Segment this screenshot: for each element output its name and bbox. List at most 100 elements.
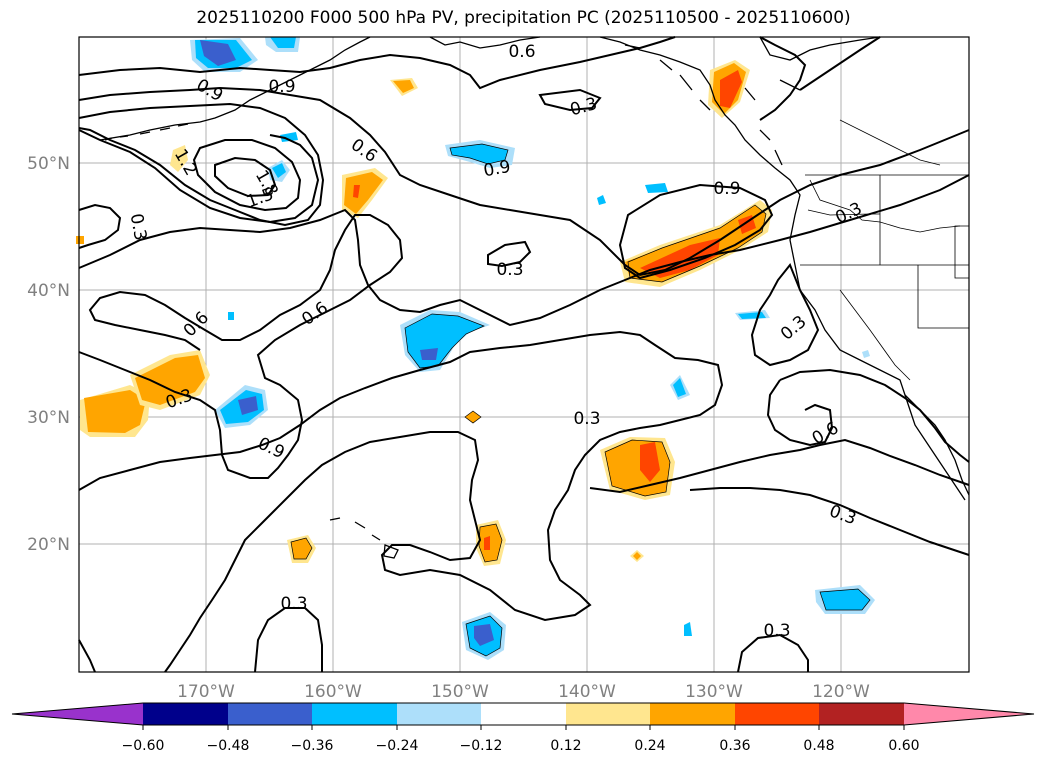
precip-negative-area (272, 163, 286, 178)
map-title: 2025110200 F000 500 hPa PV, precipitatio… (196, 8, 851, 28)
longitude-labels: 170°W 160°W 150°W 140°W 130°W 120°W (177, 682, 870, 702)
pv-contour-line (689, 487, 970, 556)
pv-contour-line (78, 214, 404, 479)
contour-label: 0.3 (496, 260, 523, 280)
precip-negative-area (820, 589, 870, 610)
map-frame (78, 36, 970, 673)
colorbar-tick-label: −0.60 (122, 738, 165, 754)
colorbar-tick-label: 0.24 (634, 738, 665, 754)
precip-positive-area (353, 185, 360, 198)
pv-contour-line (487, 240, 532, 268)
precip-negative-area (597, 195, 606, 205)
colorbar: −0.60 −0.48 −0.36 −0.24 −0.12 0.12 0.24 … (11, 702, 1035, 754)
pv-contour-line (78, 174, 970, 327)
colorbar-segment (819, 703, 904, 725)
colorbar-segment (312, 703, 397, 725)
contour-label: 0.6 (508, 42, 535, 62)
lat-label: 50°N (27, 154, 70, 174)
lat-label: 30°N (27, 408, 70, 428)
precip-positive-area (633, 552, 641, 560)
precip-negative-area (474, 624, 494, 646)
precip-positive-area (291, 538, 312, 559)
pv-contour-line (750, 263, 820, 367)
colorbar-extend-max (904, 703, 1034, 725)
colorbar-segment (735, 703, 819, 725)
precip-negative-area (280, 132, 298, 142)
precip-positive-area (479, 524, 502, 562)
pv-contours (78, 36, 970, 673)
colorbar-segment (481, 703, 566, 725)
alaska-peninsula-coast (99, 36, 371, 141)
lon-label: 150°W (431, 682, 489, 702)
pv-contour-line (799, 36, 881, 91)
precip-negative-area (420, 348, 438, 360)
lat-label: 20°N (27, 535, 70, 555)
colorbar-tick-label: 0.12 (550, 738, 581, 754)
pv-contour-line (759, 36, 807, 121)
precip-positive-area (84, 390, 146, 433)
precip-negative-area (200, 40, 236, 66)
contour-label: 0.3 (573, 409, 600, 429)
contour-label: 0.9 (482, 157, 512, 181)
precip-positive-area (76, 236, 84, 244)
precip-positive-area (170, 145, 188, 172)
colorbar-segment (228, 703, 312, 725)
pv-contour-line (779, 368, 970, 463)
lon-label: 130°W (685, 682, 743, 702)
pv-contour-line (78, 36, 676, 90)
colorbar-tick-label: 0.48 (803, 738, 834, 754)
pv-contour-line (737, 633, 809, 673)
precip-positive-area (484, 536, 490, 550)
lon-label: 140°W (558, 682, 616, 702)
colorbar-extend-min (12, 703, 143, 725)
pv-contour-line (78, 203, 122, 249)
colorbar-tick-label: −0.48 (207, 738, 250, 754)
colorbar-segment (650, 703, 735, 725)
precip-negative-area (238, 396, 258, 415)
colorbar-tick-label: −0.24 (376, 738, 419, 754)
lon-label: 160°W (304, 682, 362, 702)
precip-positive-area (393, 80, 414, 93)
precip-negative-area (450, 144, 508, 164)
pv-contour-line (589, 438, 970, 494)
lat-label: 40°N (27, 281, 70, 301)
state-borders (800, 119, 970, 381)
baja-coast (904, 394, 966, 501)
colorbar-tick-label: 0.60 (888, 738, 919, 754)
pv-contour-line (214, 156, 277, 198)
colorbar-tick-label: −0.12 (460, 738, 503, 754)
precip-shading (76, 37, 875, 660)
map-background (79, 37, 969, 672)
contour-label: 0.9 (713, 179, 740, 199)
precip-negative-area (862, 350, 870, 358)
contour-label: 0.3 (280, 594, 307, 614)
precip-positive-area (640, 442, 660, 482)
hawaii-islands (329, 517, 399, 559)
pv-contour-line (78, 330, 724, 673)
precip-positive-area (720, 70, 742, 108)
contour-label: 0.9 (268, 77, 295, 97)
precip-negative-area (684, 622, 692, 636)
pv-contour-line (192, 139, 302, 212)
precip-positive-area (135, 355, 205, 405)
colorbar-segment (143, 703, 228, 725)
coastlines (99, 36, 970, 559)
contour-label: 0.3 (763, 621, 790, 641)
precip-negative-area (270, 37, 296, 48)
precip-outlines (290, 143, 871, 657)
latitude-labels: 50°N 40°N 30°N 20°N (27, 154, 70, 555)
contour-label: 0.3 (126, 212, 150, 242)
colorbar-tick-label: 0.36 (719, 738, 750, 754)
lon-label: 170°W (177, 682, 235, 702)
precip-negative-area (228, 312, 234, 320)
pv-contour-line (78, 129, 320, 224)
pv-contour-line (78, 102, 325, 227)
colorbar-segment (397, 703, 481, 725)
pv-contour-line (78, 86, 970, 277)
lon-label: 120°W (812, 682, 870, 702)
colorbar-tick-label: −0.36 (291, 738, 334, 754)
pv-contour-line (618, 183, 774, 280)
pv-contour-line (78, 639, 96, 673)
north-coastline (759, 36, 881, 61)
